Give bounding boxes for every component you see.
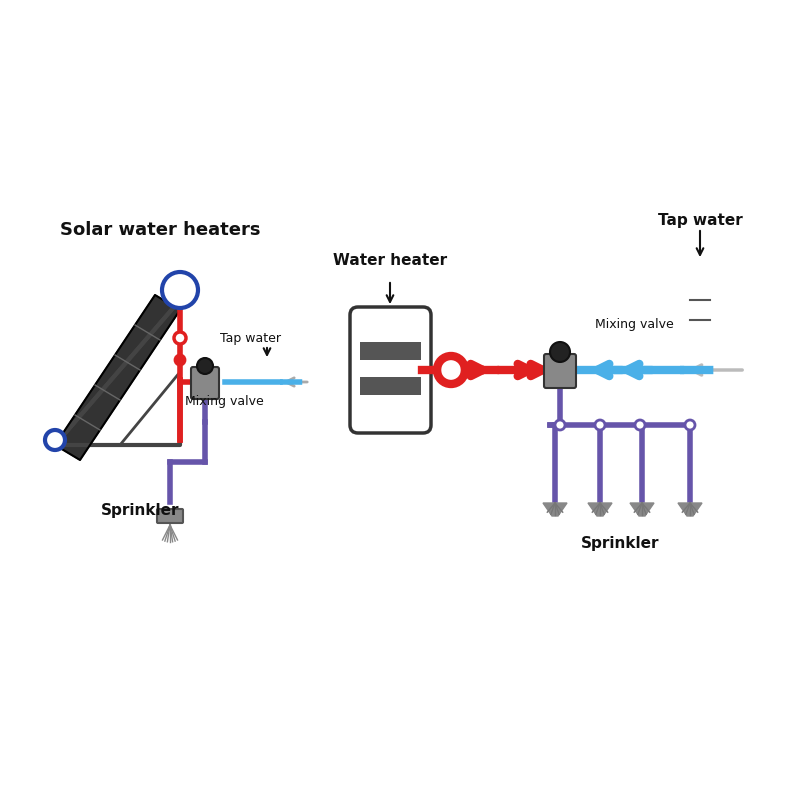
- Text: Tap water: Tap water: [219, 332, 281, 345]
- Circle shape: [635, 420, 645, 430]
- FancyBboxPatch shape: [350, 307, 431, 433]
- Text: Water heater: Water heater: [333, 253, 447, 268]
- Circle shape: [45, 430, 65, 450]
- FancyBboxPatch shape: [544, 354, 576, 388]
- Bar: [360, 342, 421, 360]
- Circle shape: [555, 420, 565, 430]
- Text: Solar water heaters: Solar water heaters: [60, 221, 261, 239]
- Circle shape: [162, 272, 198, 308]
- Text: Sprinkler: Sprinkler: [581, 536, 659, 551]
- FancyBboxPatch shape: [191, 367, 219, 399]
- Polygon shape: [543, 503, 567, 516]
- Text: Mixing valve: Mixing valve: [595, 318, 674, 331]
- Text: Mixing valve: Mixing valve: [185, 395, 264, 408]
- Polygon shape: [630, 503, 654, 516]
- Polygon shape: [588, 503, 612, 516]
- Polygon shape: [678, 503, 702, 516]
- Circle shape: [550, 342, 570, 362]
- Text: Tap water: Tap water: [658, 213, 742, 228]
- Polygon shape: [55, 295, 180, 460]
- Circle shape: [197, 358, 213, 374]
- FancyBboxPatch shape: [157, 509, 183, 523]
- Bar: [360, 377, 421, 395]
- Circle shape: [685, 420, 695, 430]
- Circle shape: [175, 355, 185, 365]
- Circle shape: [595, 420, 605, 430]
- Circle shape: [174, 332, 186, 344]
- Text: Sprinkler: Sprinkler: [101, 503, 179, 518]
